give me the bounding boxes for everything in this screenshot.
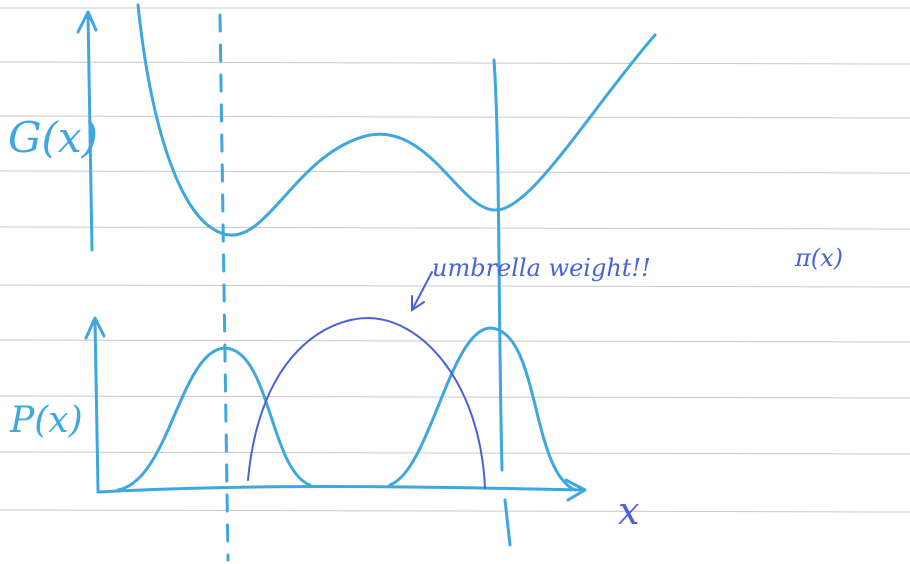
free-energy-plot (78, 5, 655, 560)
probability-plot (86, 272, 585, 500)
p-label: P(x) (9, 400, 83, 441)
g-curve (138, 5, 655, 235)
right-minimum-line (494, 60, 510, 545)
g-label: G(x) (8, 113, 98, 162)
weight-symbol: π(x) (794, 244, 843, 272)
left-minimum-line (220, 15, 228, 560)
notebook-page: G(x) P(x) umbrella weight!! π(x) x (0, 0, 910, 564)
umbrella-curve (248, 318, 485, 488)
x-axis (98, 480, 585, 500)
p-axis (86, 318, 104, 490)
left-peak (118, 348, 310, 490)
annotation: umbrella weight!! (432, 254, 651, 282)
annotation-arrow (412, 272, 432, 310)
x-label: x (618, 489, 639, 533)
